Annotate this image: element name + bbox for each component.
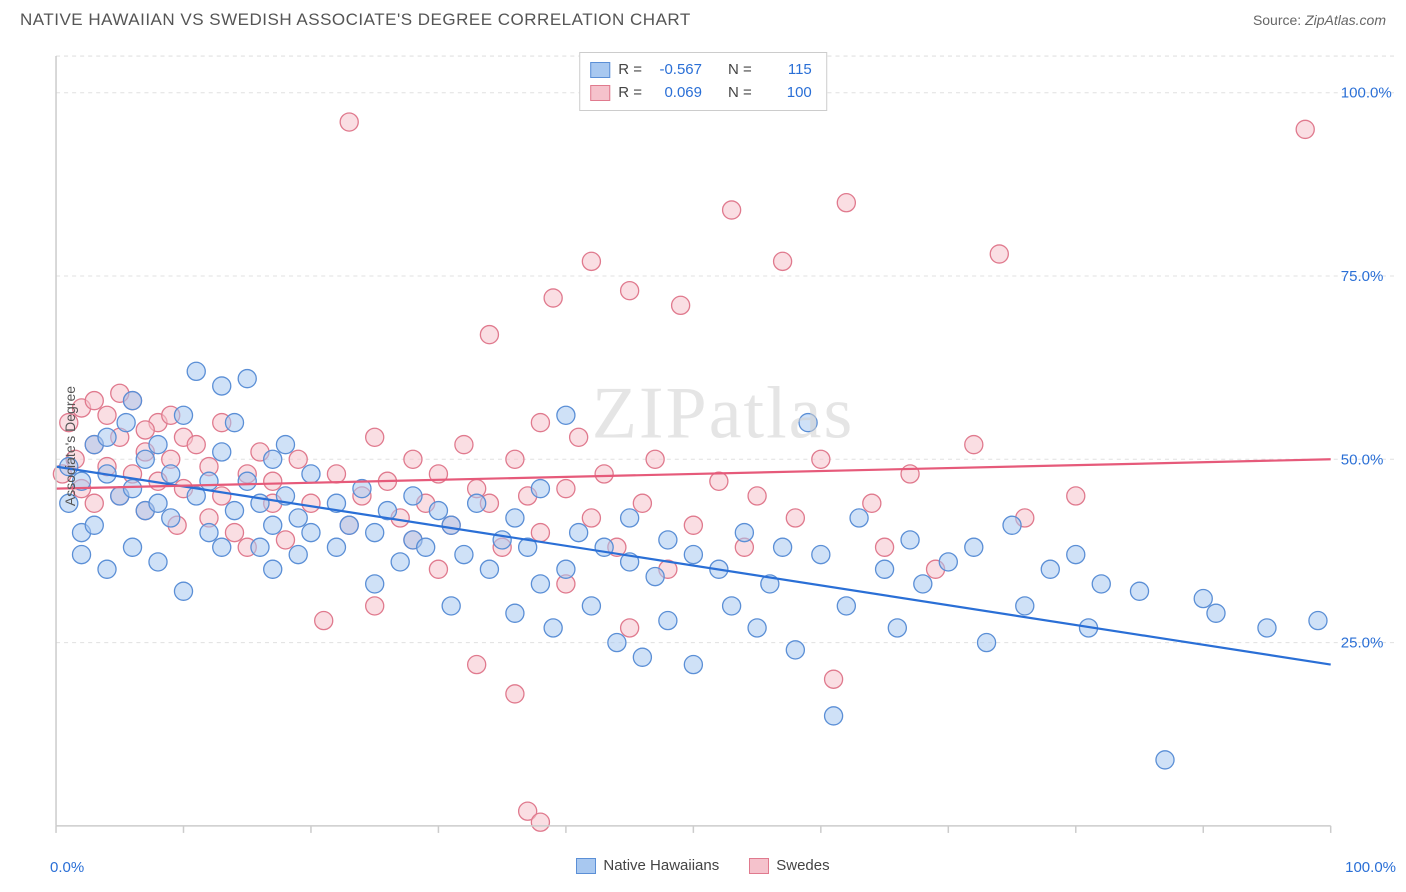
source-value: ZipAtlas.com [1305, 12, 1386, 28]
source-label: Source: [1253, 12, 1301, 28]
n-label: N = [728, 82, 752, 105]
legend-item-1: Swedes [749, 857, 829, 874]
r-label: R = [618, 59, 642, 82]
r-value: -0.567 [650, 59, 702, 82]
legend-label: Swedes [776, 857, 829, 874]
scatter-plot: 25.0% 50.0% 75.0% 100.0% [50, 48, 1396, 844]
stats-legend-box: R = -0.567 N = 115 R = 0.069 N = 100 [579, 52, 827, 111]
n-label: N = [728, 59, 752, 82]
n-value: 115 [760, 59, 812, 82]
swatch-icon [590, 85, 610, 101]
chart-area: Associate's Degree ZIPatlas 25.0%50.0%75… [50, 48, 1396, 844]
legend-label: Native Hawaiians [603, 857, 719, 874]
legend-item-0: Native Hawaiians [576, 857, 719, 874]
swatch-icon [749, 858, 769, 874]
svg-text:75.0%: 75.0% [1341, 268, 1384, 285]
chart-title: NATIVE HAWAIIAN VS SWEDISH ASSOCIATE'S D… [20, 10, 691, 30]
swatch-icon [590, 62, 610, 78]
y-axis-label: Associate's Degree [62, 386, 78, 506]
svg-text:25.0%: 25.0% [1341, 635, 1384, 652]
swatch-icon [576, 858, 596, 874]
stats-row-0: R = -0.567 N = 115 [590, 59, 812, 82]
svg-text:100.0%: 100.0% [1341, 85, 1392, 102]
r-value: 0.069 [650, 82, 702, 105]
source-attribution: Source: ZipAtlas.com [1253, 12, 1386, 28]
header: NATIVE HAWAIIAN VS SWEDISH ASSOCIATE'S D… [0, 0, 1406, 35]
r-label: R = [618, 82, 642, 105]
footer-legend: Native Hawaiians Swedes [0, 857, 1406, 874]
n-value: 100 [760, 82, 812, 105]
svg-text:50.0%: 50.0% [1341, 451, 1384, 468]
stats-row-1: R = 0.069 N = 100 [590, 82, 812, 105]
